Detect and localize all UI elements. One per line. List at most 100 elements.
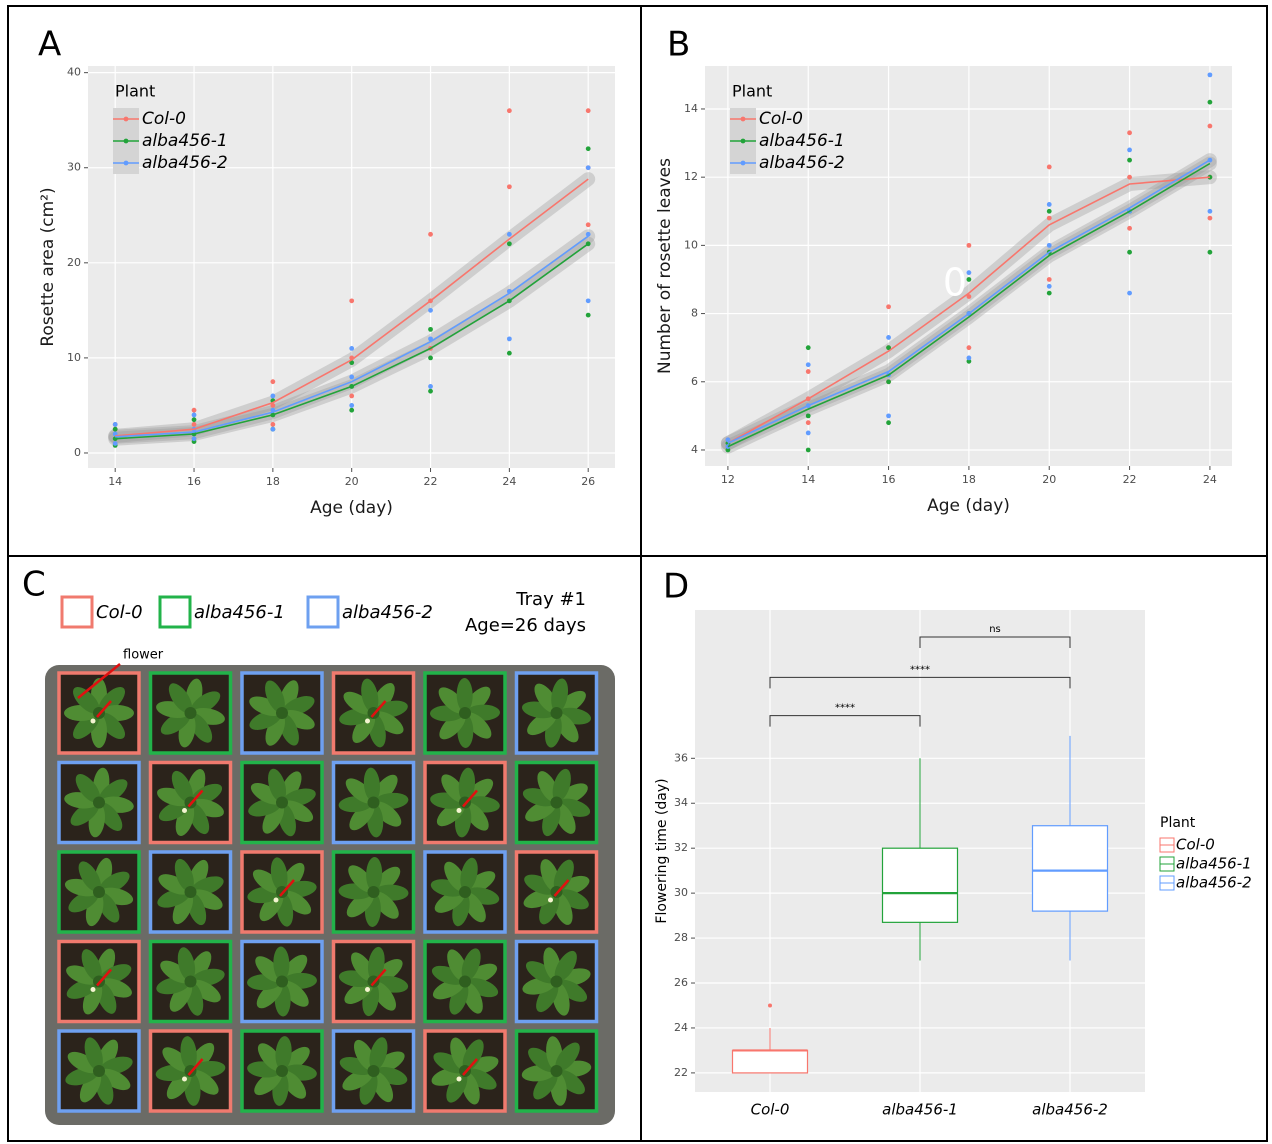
legend-key (741, 139, 746, 144)
flower (274, 898, 279, 903)
y-tick-label: 30 (67, 161, 81, 174)
y-tick-label: 30 (674, 886, 688, 899)
data-point (806, 362, 811, 367)
rosette-center (551, 976, 563, 988)
y-tick-label: 36 (674, 751, 688, 764)
significance-label: ns (989, 624, 1001, 635)
significance-label: **** (835, 703, 855, 714)
data-point (1127, 175, 1132, 180)
y-tick-label: 24 (674, 1021, 688, 1034)
x-tick-label: Col-0 (751, 1101, 790, 1119)
rosette-center (276, 1065, 288, 1077)
y-tick-label: 12 (684, 170, 698, 183)
legend-key (124, 117, 129, 122)
data-point (806, 448, 811, 453)
legend-key (160, 597, 190, 627)
x-tick-label: 12 (721, 473, 735, 486)
data-point (586, 108, 591, 113)
rosette-center (93, 886, 105, 898)
x-axis-title: Age (day) (927, 496, 1010, 516)
box (733, 1050, 808, 1072)
legend-label: alba456-2 (759, 153, 845, 173)
data-point (806, 413, 811, 418)
data-point (270, 422, 275, 427)
data-point (586, 146, 591, 151)
y-tick-label: 4 (691, 443, 698, 456)
rosette-center (276, 976, 288, 988)
data-point (967, 270, 972, 275)
y-tick-label: 10 (684, 238, 698, 251)
x-tick-label: 22 (1123, 473, 1137, 486)
legend-label: alba456-1 (194, 602, 285, 623)
x-tick-label: 20 (1042, 473, 1056, 486)
x-tick-label: 18 (962, 473, 976, 486)
y-tick-label: 34 (674, 796, 688, 809)
data-point (1127, 147, 1132, 152)
data-point (507, 232, 512, 237)
data-point (428, 384, 433, 389)
rosette-center (93, 797, 105, 809)
data-point (113, 427, 118, 432)
data-point (586, 222, 591, 227)
legend-key (62, 597, 92, 627)
box (883, 848, 958, 922)
panel-label: A (38, 25, 61, 65)
data-point (1047, 243, 1052, 248)
flower (182, 1077, 187, 1082)
data-point (192, 436, 197, 441)
legend-label: alba456-1 (142, 131, 228, 151)
rosette-center (185, 707, 197, 719)
x-tick-label: 24 (1203, 473, 1217, 486)
rosette-center (93, 1065, 105, 1077)
rosette-center (368, 886, 380, 898)
data-point (428, 327, 433, 332)
data-point (349, 394, 354, 399)
y-tick-label: 10 (67, 351, 81, 364)
data-point (1208, 72, 1213, 77)
data-point (1208, 209, 1213, 214)
legend-title: Plant (115, 82, 155, 101)
flower (365, 987, 370, 992)
data-point (349, 408, 354, 413)
data-point (1127, 226, 1132, 231)
data-point (586, 298, 591, 303)
data-point (806, 431, 811, 436)
rosette-center (459, 976, 471, 988)
legend-title: Plant (732, 82, 772, 101)
data-point (349, 403, 354, 408)
data-point (1127, 250, 1132, 255)
data-point (507, 351, 512, 356)
panel-label: B (667, 25, 690, 65)
legend-label: alba456-1 (1176, 855, 1252, 873)
data-point (806, 345, 811, 350)
tray-label: Tray #1 (515, 589, 586, 610)
legend-title: Plant (1160, 815, 1196, 831)
data-point (886, 413, 891, 418)
x-tick-label: alba456-1 (882, 1101, 958, 1119)
age-label: Age=26 days (465, 615, 586, 636)
y-tick-label: 0 (74, 446, 81, 459)
data-point (270, 427, 275, 432)
x-tick-label: 18 (266, 475, 280, 488)
data-point (1047, 165, 1052, 170)
data-point (349, 346, 354, 351)
y-tick-label: 26 (674, 976, 688, 989)
data-point (1127, 130, 1132, 135)
data-point (507, 108, 512, 113)
outlier (768, 1003, 772, 1007)
data-point (586, 165, 591, 170)
data-point (1047, 209, 1052, 214)
data-point (1047, 291, 1052, 296)
y-axis-title: Flowering time (day) (654, 778, 670, 923)
flower (182, 808, 187, 813)
data-point (806, 420, 811, 425)
data-point (586, 313, 591, 318)
data-point (349, 375, 354, 380)
rosette-center (368, 797, 380, 809)
flower (457, 1077, 462, 1082)
y-axis-title: Rosette area (cm²) (38, 187, 58, 346)
annotation: 0 (943, 261, 967, 305)
flower (548, 898, 553, 903)
data-point (192, 408, 197, 413)
